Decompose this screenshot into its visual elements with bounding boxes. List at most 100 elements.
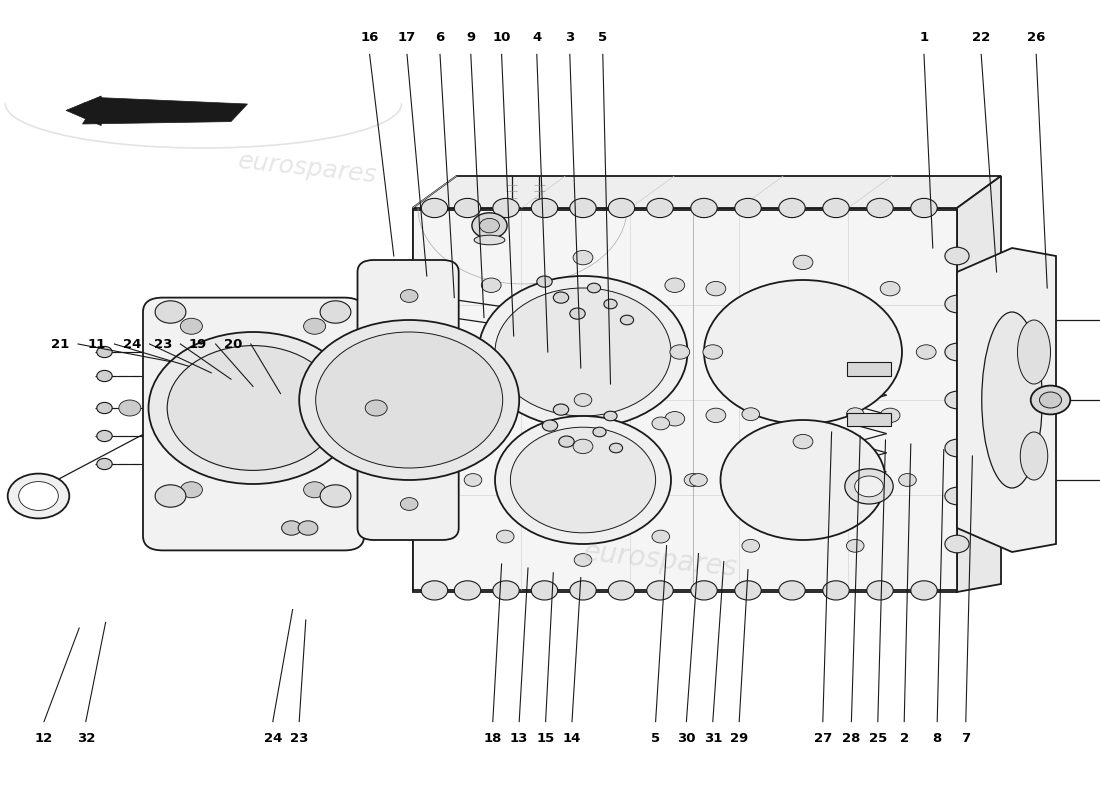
Circle shape <box>741 408 759 421</box>
Circle shape <box>845 469 893 504</box>
Circle shape <box>574 554 592 566</box>
Circle shape <box>400 498 418 510</box>
Circle shape <box>664 411 684 426</box>
Text: 9: 9 <box>466 31 475 44</box>
Circle shape <box>735 198 761 218</box>
Text: 3: 3 <box>565 31 574 44</box>
Circle shape <box>779 198 805 218</box>
Circle shape <box>97 346 112 358</box>
Circle shape <box>454 198 481 218</box>
Circle shape <box>911 581 937 600</box>
Circle shape <box>647 581 673 600</box>
Circle shape <box>553 292 569 303</box>
Circle shape <box>542 420 558 431</box>
Text: 5: 5 <box>651 732 660 745</box>
Circle shape <box>945 439 969 457</box>
Text: eurospares: eurospares <box>581 538 739 582</box>
Text: 14: 14 <box>563 732 581 745</box>
Circle shape <box>316 332 503 468</box>
Circle shape <box>299 320 519 480</box>
Circle shape <box>945 295 969 313</box>
Circle shape <box>180 482 202 498</box>
Circle shape <box>691 581 717 600</box>
Text: 28: 28 <box>843 732 860 745</box>
Circle shape <box>899 474 916 486</box>
Circle shape <box>573 250 593 265</box>
Polygon shape <box>412 176 1001 208</box>
Text: 5: 5 <box>598 31 607 44</box>
Circle shape <box>793 255 813 270</box>
Circle shape <box>304 482 326 498</box>
Polygon shape <box>957 176 1001 592</box>
Circle shape <box>472 213 507 238</box>
Circle shape <box>847 408 865 421</box>
Text: 2: 2 <box>900 732 909 745</box>
Text: 26: 26 <box>1027 31 1045 44</box>
Circle shape <box>573 439 593 454</box>
Text: 23: 23 <box>290 732 308 745</box>
Circle shape <box>148 332 358 484</box>
Circle shape <box>652 417 670 430</box>
Circle shape <box>496 417 514 430</box>
Circle shape <box>282 521 301 535</box>
Circle shape <box>911 198 937 218</box>
Circle shape <box>421 198 448 218</box>
Text: 7: 7 <box>961 732 970 745</box>
Text: 29: 29 <box>730 732 748 745</box>
Text: 24: 24 <box>264 732 282 745</box>
Circle shape <box>647 198 673 218</box>
Circle shape <box>155 485 186 507</box>
Circle shape <box>421 581 448 600</box>
Circle shape <box>609 443 623 453</box>
Polygon shape <box>66 96 101 126</box>
Circle shape <box>574 394 592 406</box>
Circle shape <box>706 408 726 422</box>
Circle shape <box>720 420 886 540</box>
Circle shape <box>867 198 893 218</box>
Text: 8: 8 <box>933 732 942 745</box>
Text: 23: 23 <box>154 338 172 350</box>
Text: 20: 20 <box>224 338 242 350</box>
Circle shape <box>691 198 717 218</box>
Circle shape <box>400 290 418 302</box>
Circle shape <box>570 581 596 600</box>
Text: 10: 10 <box>493 31 510 44</box>
Circle shape <box>706 282 726 296</box>
Circle shape <box>559 436 574 447</box>
Circle shape <box>482 278 502 293</box>
FancyBboxPatch shape <box>358 260 459 540</box>
Circle shape <box>537 276 552 287</box>
Circle shape <box>593 427 606 437</box>
Circle shape <box>464 474 482 486</box>
Circle shape <box>298 521 318 535</box>
Circle shape <box>608 581 635 600</box>
Circle shape <box>320 301 351 323</box>
Text: 15: 15 <box>537 732 554 745</box>
Circle shape <box>779 581 805 600</box>
Circle shape <box>587 283 601 293</box>
Circle shape <box>945 391 969 409</box>
Circle shape <box>652 530 670 543</box>
Circle shape <box>670 345 690 359</box>
Circle shape <box>1031 386 1070 414</box>
Circle shape <box>916 345 936 359</box>
Circle shape <box>823 581 849 600</box>
Text: 27: 27 <box>814 732 832 745</box>
Circle shape <box>855 476 883 497</box>
Circle shape <box>531 198 558 218</box>
Circle shape <box>847 539 865 552</box>
Circle shape <box>443 345 463 359</box>
Circle shape <box>510 427 656 533</box>
Polygon shape <box>957 248 1056 552</box>
Circle shape <box>608 198 635 218</box>
Circle shape <box>97 370 112 382</box>
Circle shape <box>531 581 558 600</box>
Circle shape <box>690 474 707 486</box>
Text: 32: 32 <box>77 732 95 745</box>
Text: 24: 24 <box>123 338 141 350</box>
Text: 18: 18 <box>484 732 502 745</box>
Text: eurospares: eurospares <box>238 149 378 187</box>
Circle shape <box>119 400 141 416</box>
Circle shape <box>97 402 112 414</box>
Circle shape <box>880 282 900 296</box>
